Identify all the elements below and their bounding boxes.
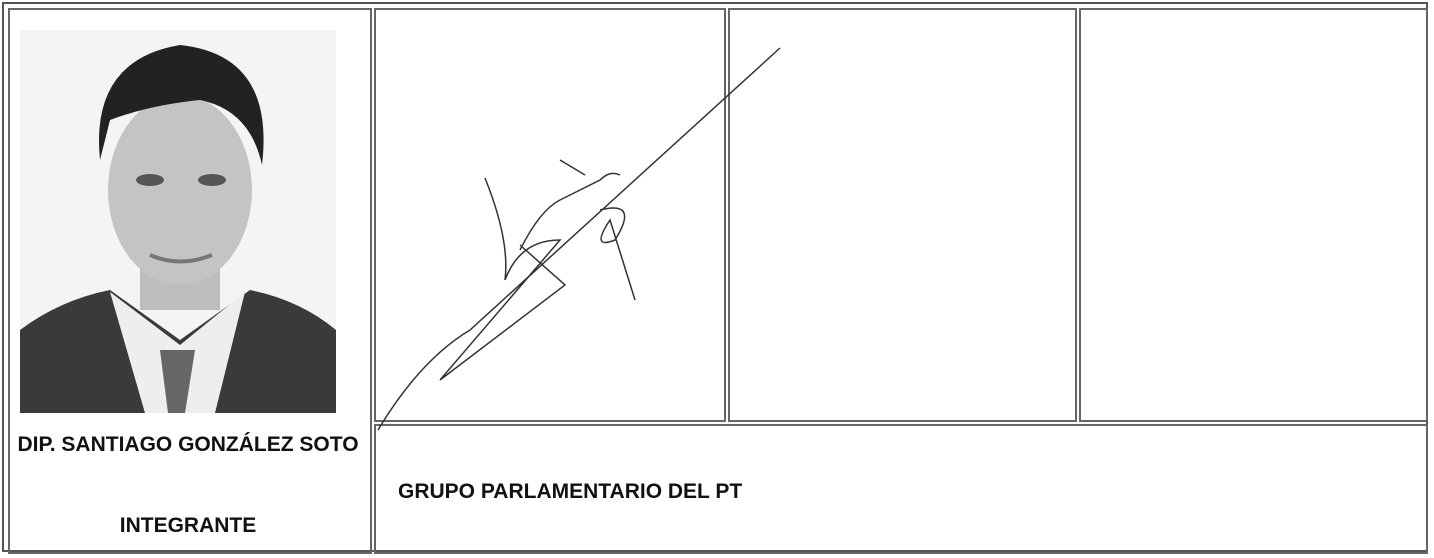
member-cell [8,8,372,554]
group-name: GRUPO PARLAMENTARIO DEL PT [398,480,743,503]
member-role: INTEGRANTE [119,514,257,537]
signature [377,47,781,431]
signature-cell [374,8,726,422]
signature-cell [728,8,1077,422]
member-photo [20,30,336,413]
signature-cell [1079,8,1428,422]
group-cell [374,424,1428,554]
member-name: DIP. SANTIAGO GONZÁLEZ SOTO [17,433,359,456]
